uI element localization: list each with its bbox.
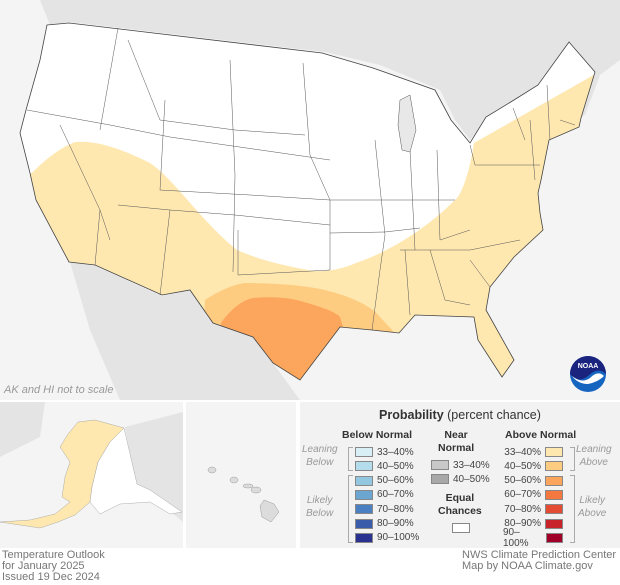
legend-row-above-2: 50–60% — [503, 475, 563, 487]
legend-label: 50–60% — [377, 475, 414, 487]
noaa-logo: NOAA — [570, 356, 606, 392]
conus-outlook-map: NOAA — [0, 0, 620, 400]
legend-label: 70–80% — [504, 503, 541, 515]
legend-label: 33–40% — [453, 459, 490, 471]
lake-michigan — [397, 94, 417, 153]
legend-swatch — [355, 461, 373, 472]
credit-caption: NWS Climate Prediction Center Map by NOAA… — [462, 549, 617, 572]
legend-row-above-6: 90–100% — [503, 527, 563, 549]
leaning-below-label: Leaning Below — [302, 444, 338, 468]
legend-row-near-1: 40–50% — [431, 473, 490, 485]
hawaii-islands — [207, 466, 280, 523]
legend-row-above-4: 70–80% — [503, 503, 563, 515]
legend-row-above-5: 80–90% — [503, 518, 563, 530]
likely-above-bracket — [570, 475, 575, 543]
legend-swatch — [355, 489, 373, 500]
legend-row-below-1: 40–50% — [355, 460, 414, 472]
near-normal-header: Near Normal — [438, 429, 475, 454]
state-lines — [26, 27, 576, 331]
legend-swatch — [355, 475, 373, 486]
legend-label: 90–100% — [377, 532, 420, 544]
legend-label: 80–90% — [504, 518, 541, 529]
equal-chances-swatch — [452, 523, 470, 533]
legend-row-near-0: 33–40% — [431, 459, 490, 471]
legend-swatch — [545, 461, 563, 472]
legend-row-below-0: 33–40% — [355, 446, 414, 458]
legend-row-above-1: 40–50% — [503, 460, 563, 472]
legend-title: Probability (percent chance) — [379, 408, 541, 422]
alaska-inset — [0, 402, 183, 548]
hawaii-inset — [186, 402, 296, 548]
legend-label: 90–100% — [503, 526, 529, 549]
legend-label: 80–90% — [377, 518, 414, 529]
leaning-below-bracket — [348, 447, 353, 471]
legend-row-above-0: 33–40% — [503, 446, 563, 458]
alaska-equal-chances — [89, 427, 183, 515]
legend-swatch — [355, 504, 373, 515]
outlook-caption: Temperature Outlook for January 2025 Issue… — [2, 549, 105, 583]
legend-swatch — [355, 532, 373, 543]
legend-row-below-6: 90–100% — [355, 532, 419, 544]
likely-below-bracket — [348, 475, 353, 543]
legend-row-below-2: 50–60% — [355, 475, 414, 487]
legend-label: 60–70% — [504, 489, 541, 501]
legend-row-above-3: 60–70% — [503, 489, 563, 501]
legend-swatch — [355, 447, 373, 457]
legend-swatch — [546, 532, 563, 543]
likely-below-label: Likely Below — [306, 495, 334, 519]
below-normal-header: Below Normal — [342, 429, 413, 441]
legend-swatch — [545, 447, 563, 457]
legend-swatch — [355, 518, 373, 529]
svg-text:NOAA: NOAA — [578, 363, 599, 370]
legend-swatch — [545, 504, 563, 515]
legend-label: 60–70% — [377, 489, 414, 501]
leaning-above-bracket — [570, 447, 575, 471]
legend-row-below-3: 60–70% — [355, 489, 414, 501]
legend-swatch — [545, 489, 563, 500]
likely-above-label: Likely Above — [578, 495, 607, 519]
mexico-land — [70, 262, 300, 400]
legend-row-below-4: 70–80% — [355, 503, 414, 515]
legend-label: 33–40% — [377, 446, 414, 458]
legend-swatch — [431, 460, 449, 470]
legend-label: 40–50% — [453, 473, 490, 485]
legend-swatch — [431, 474, 449, 485]
probability-legend: Probability (percent chance) Below Norma… — [300, 402, 620, 549]
canada-land — [0, 0, 620, 140]
inset-note: AK and HI not to scale — [4, 384, 114, 396]
above-normal-header: Above Normal — [505, 429, 577, 441]
legend-label: 70–80% — [377, 503, 414, 515]
legend-label: 33–40% — [504, 446, 541, 458]
legend-label: 50–60% — [504, 475, 541, 487]
legend-row-below-5: 80–90% — [355, 518, 414, 530]
legend-label: 40–50% — [504, 460, 541, 472]
legend-swatch — [545, 518, 563, 529]
leaning-above-label: Leaning Above — [576, 444, 612, 468]
equal-chances-label: Equal Chances — [438, 492, 482, 517]
legend-label: 40–50% — [377, 460, 414, 472]
legend-swatch — [545, 475, 563, 486]
